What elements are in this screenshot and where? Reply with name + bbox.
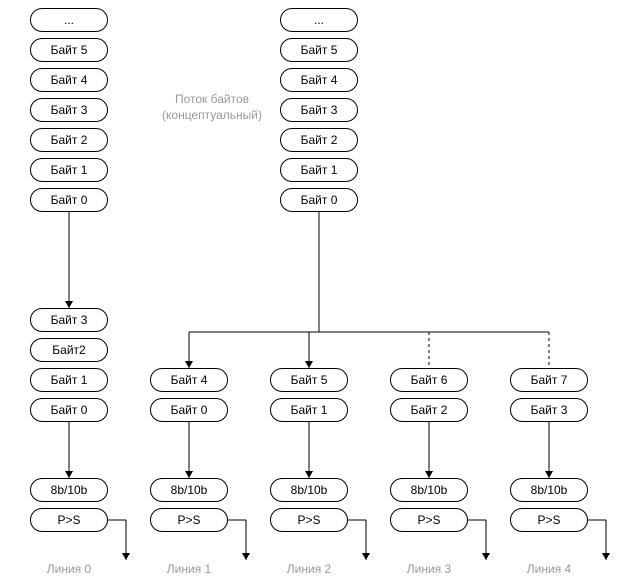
lane-label-3: Линия 3 <box>390 562 468 576</box>
lane3-ps: P>S <box>390 508 468 532</box>
mid-left-3: Байт 0 <box>30 398 108 422</box>
top-left-1: Байт 5 <box>30 38 108 62</box>
lane3-8b10b: 8b/10b <box>390 478 468 502</box>
top-right-6: Байт 0 <box>280 188 358 212</box>
lane3-pair-bot: Байт 2 <box>390 398 468 422</box>
lane1-8b10b: 8b/10b <box>150 478 228 502</box>
top-left-2: Байт 4 <box>30 68 108 92</box>
lane0-ps: P>S <box>30 508 108 532</box>
top-right-4: Байт 2 <box>280 128 358 152</box>
top-left-4: Байт 2 <box>30 128 108 152</box>
top-left-5: Байт 1 <box>30 158 108 182</box>
lane-label-4: Линия 4 <box>510 562 588 576</box>
lane1-pair-top: Байт 4 <box>150 368 228 392</box>
top-left-0: ... <box>30 8 108 32</box>
top-right-2: Байт 4 <box>280 68 358 92</box>
lane2-pair-bot: Байт 1 <box>270 398 348 422</box>
top-right-0: ... <box>280 8 358 32</box>
lane-label-0: Линия 0 <box>30 562 108 576</box>
mid-left-2: Байт 1 <box>30 368 108 392</box>
lane4-ps: P>S <box>510 508 588 532</box>
lane1-ps: P>S <box>150 508 228 532</box>
caption-line1: Поток байтов <box>175 92 249 106</box>
top-right-3: Байт 3 <box>280 98 358 122</box>
top-left-3: Байт 3 <box>30 98 108 122</box>
lane-label-1: Линия 1 <box>150 562 228 576</box>
lane-label-2: Линия 2 <box>270 562 348 576</box>
lane2-8b10b: 8b/10b <box>270 478 348 502</box>
lane4-8b10b: 8b/10b <box>510 478 588 502</box>
top-right-5: Байт 1 <box>280 158 358 182</box>
top-left-6: Байт 0 <box>30 188 108 212</box>
top-right-1: Байт 5 <box>280 38 358 62</box>
lane4-pair-bot: Байт 3 <box>510 398 588 422</box>
caption-line2: (концептуальный) <box>162 108 262 122</box>
lane1-pair-bot: Байт 0 <box>150 398 228 422</box>
lane0-8b10b: 8b/10b <box>30 478 108 502</box>
mid-left-1: Байт2 <box>30 338 108 362</box>
lane2-ps: P>S <box>270 508 348 532</box>
byte-stream-caption: Поток байтов (концептуальный) <box>152 92 272 123</box>
lane4-pair-top: Байт 7 <box>510 368 588 392</box>
lane2-pair-top: Байт 5 <box>270 368 348 392</box>
lane3-pair-top: Байт 6 <box>390 368 468 392</box>
mid-left-0: Байт 3 <box>30 308 108 332</box>
